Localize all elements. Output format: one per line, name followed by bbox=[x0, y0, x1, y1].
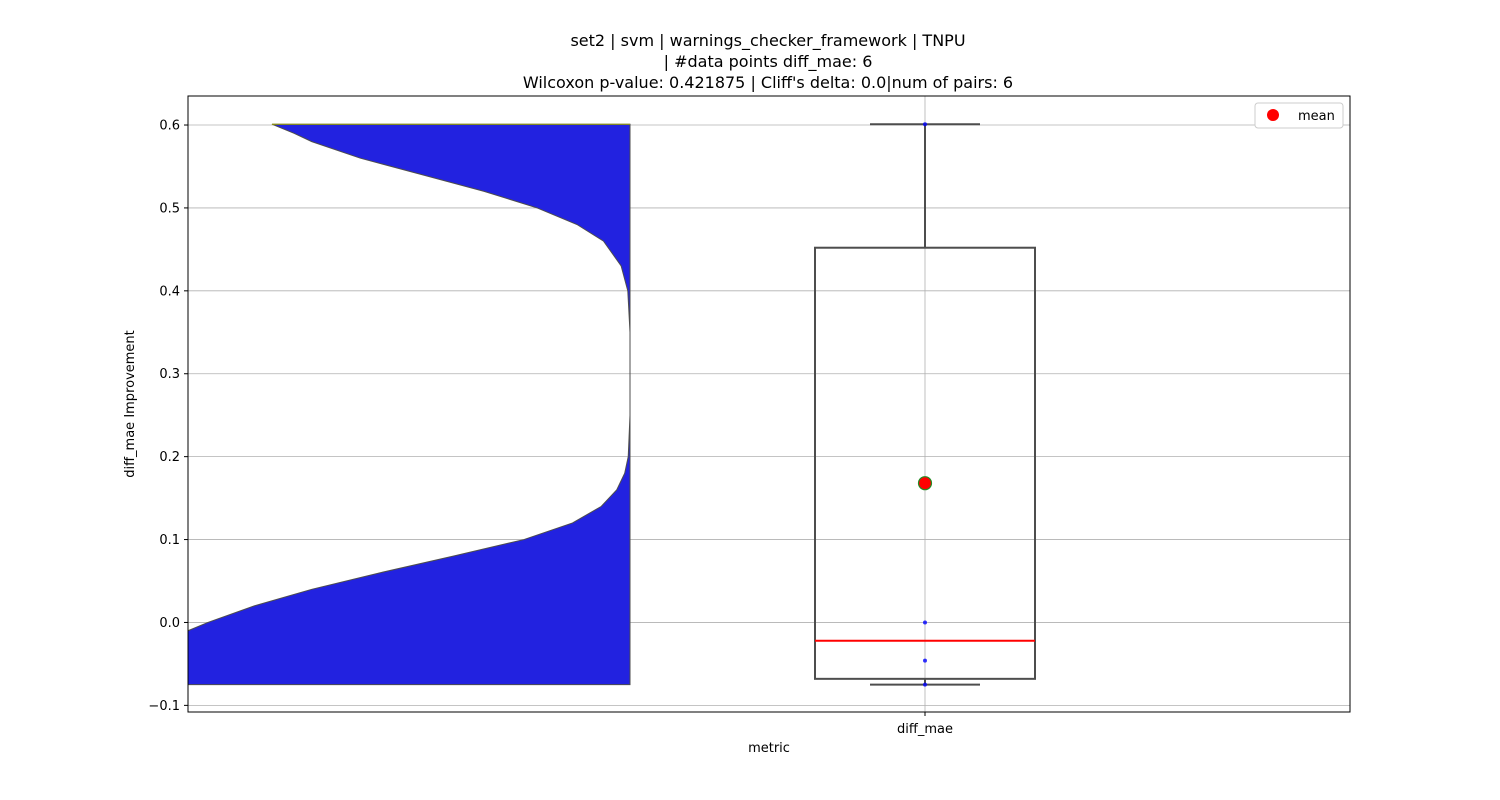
legend-label-mean: mean bbox=[1298, 109, 1335, 124]
data-point-1 bbox=[923, 658, 927, 663]
x-axis-label: metric bbox=[748, 741, 790, 756]
y-tick-label-0: −0.1 bbox=[148, 699, 180, 714]
y-tick-label-1: 0.0 bbox=[159, 616, 180, 631]
data-point-2 bbox=[923, 620, 927, 625]
legend-marker-mean bbox=[1267, 109, 1279, 121]
violin-body bbox=[187, 123, 631, 686]
points-layer bbox=[917, 122, 933, 687]
y-tick-label-7: 0.6 bbox=[159, 119, 180, 134]
x-tick-label-0: diff_mae bbox=[897, 722, 953, 737]
box-iqr bbox=[814, 246, 1036, 680]
legend: mean bbox=[1254, 102, 1344, 129]
y-tick-label-2: 0.1 bbox=[159, 533, 180, 548]
chart-title-line-2: | #data points diff_mae: 6 bbox=[664, 52, 873, 72]
y-tick-label-6: 0.5 bbox=[159, 201, 180, 216]
y-axis-ticks: −0.1 0.0 0.1 0.2 0.3 0.4 0.5 0.6 bbox=[148, 119, 188, 714]
plot-frame bbox=[187, 95, 1351, 713]
legend-frame bbox=[1254, 102, 1344, 129]
mean-marker bbox=[917, 476, 933, 491]
y-axis-label: diff_mae Improvement bbox=[123, 330, 138, 478]
x-axis-ticks: diff_mae bbox=[897, 712, 953, 737]
data-point-3 bbox=[923, 122, 927, 127]
y-tick-label-3: 0.2 bbox=[159, 450, 180, 465]
data-point-0 bbox=[923, 682, 927, 687]
chart-title-line-3: Wilcoxon p-value: 0.421875 | Cliff's del… bbox=[523, 73, 1013, 92]
violin-layer bbox=[187, 123, 631, 686]
y-tick-label-5: 0.4 bbox=[159, 284, 180, 299]
y-tick-label-4: 0.3 bbox=[159, 367, 180, 382]
chart-title-line-1: set2 | svm | warnings_checker_framework … bbox=[570, 31, 965, 51]
